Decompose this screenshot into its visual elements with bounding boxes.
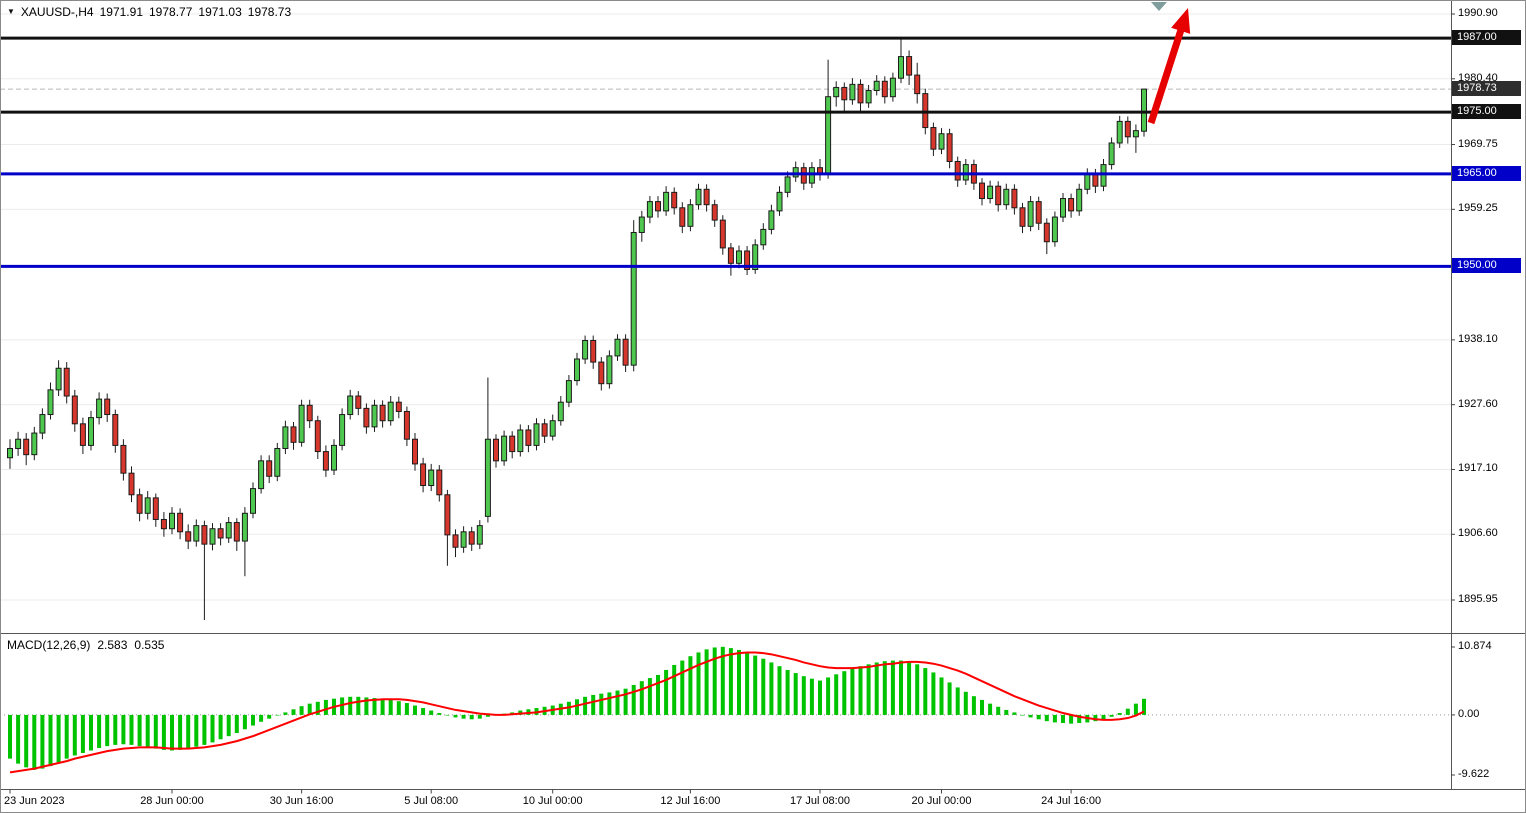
time-axis-label: 28 Jun 00:00 [140,795,204,807]
time-axis-label: 5 Jul 08:00 [404,795,459,807]
price-axis-label: 1927.60 [1458,397,1498,410]
price-axis-label: 1895.95 [1458,593,1498,605]
ohlc-low: 1971.03 [198,5,242,19]
price-axis-label: 1959.25 [1458,202,1498,215]
time-axis-label: 23 Jun 2023 [4,795,65,807]
time-axis-label: 24 Jul 16:00 [1041,795,1102,807]
price-axis[interactable]: 1990.90 1980.40 1969.75 1959.25 1938.10 1927.… [1451,0,1526,790]
price-axis-label: 1938.10 [1458,332,1498,345]
time-axis[interactable]: 23 Jun 2023 28 Jun 00:00 30 Jun 16:00 5 Jul… [0,790,1451,813]
macd-axis-label: 0.00 [1458,707,1480,720]
price-level-badge: 1965.00 [1452,165,1521,181]
time-axis-label: 30 Jun 16:00 [269,795,334,807]
macd-axis-label: 10.874 [1458,640,1492,652]
time-axis-label: 10 Jul 00:00 [522,795,583,807]
macd-axis-label: -9.622 [1458,768,1490,780]
price-axis-label: 1969.75 [1458,137,1498,150]
chart-shift-marker-icon [1151,2,1167,11]
symbol-info-bar: ▼ XAUUSD-,H4 1971.91 1978.77 1971.03 197… [7,5,291,19]
ohlc-high: 1978.77 [149,5,193,19]
ohlc-close: 1978.73 [247,5,292,19]
price-axis-label: 1917.10 [1458,462,1498,475]
price-level-badge: 1950.00 [1452,258,1521,274]
symbol-timeframe-label: XAUUSD-,H4 [20,5,94,19]
price-axis-label: 1980.40 [1458,71,1498,84]
trend-arrow-icon [1147,25,1186,125]
macd-signal-value: 0.535 [134,638,165,652]
trend-arrow-head-icon [1171,8,1191,34]
macd-name: MACD(12,26,9) [7,638,91,652]
price-level-badge: 1987.00 [1452,30,1521,46]
macd-indicator-label: MACD(12,26,9) 2.583 0.535 [7,638,171,652]
macd-value: 2.583 [97,638,128,652]
time-axis-label: 17 Jul 08:00 [790,795,850,807]
current-price-badge: 1978.73 [1452,81,1521,97]
price-level-badge: 1975.00 [1452,104,1521,120]
time-axis-label: 20 Jul 00:00 [911,795,972,807]
time-axis-label: 12 Jul 16:00 [660,795,721,807]
price-axis-label: 1906.60 [1458,527,1498,540]
symbol-marker-icon: ▼ [7,7,15,16]
price-axis-label: 1990.90 [1458,7,1498,19]
ohlc-open: 1971.91 [99,5,143,19]
